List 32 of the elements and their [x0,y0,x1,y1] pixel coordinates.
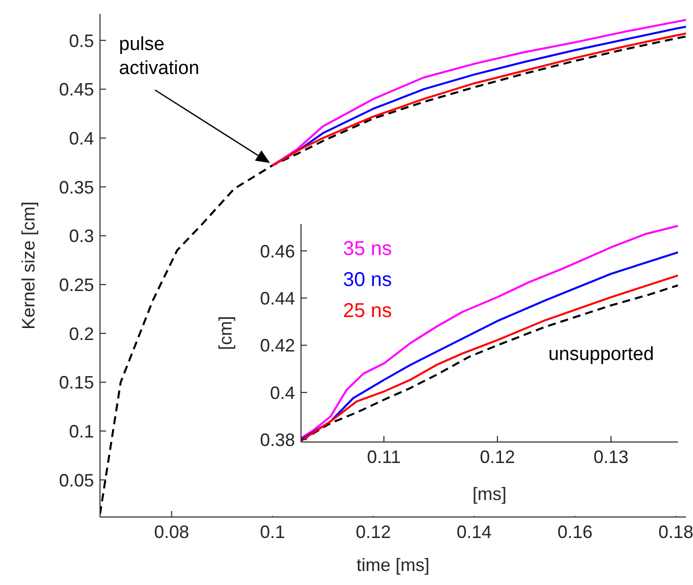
text: 35 ns [343,238,392,260]
x-tick-label: 0.14 [456,522,492,542]
y-tick-label: 0.44 [260,288,295,308]
y-tick-label: 0.4 [270,382,295,403]
x-tick-label: 0.18 [658,522,693,542]
x-axis-title: [ms] [472,484,506,504]
x-tick-label: 0.13 [593,446,629,467]
y-tick-label: 0.38 [260,430,295,450]
text: 30 ns [343,269,392,291]
y-axis-title: Kernel size [cm] [18,201,38,330]
x-tick-label: 0.12 [480,446,515,467]
x-tick-label: 0.08 [154,522,190,542]
y-tick-label: 0.4 [68,128,94,148]
x-tick-label: 0.12 [356,522,391,542]
annotation: pulse activation [119,34,200,79]
y-tick-label: 0.1 [68,421,94,442]
y-tick-label: 0.2 [68,324,94,344]
y-tick-label: 0.5 [68,30,94,51]
y-tick-label: 0.05 [58,470,94,490]
y-tick-label: 0.45 [58,80,94,100]
y-axis-title: [cm] [215,316,236,350]
y-tick-label: 0.46 [260,241,295,262]
y-tick-label: 0.42 [260,336,295,356]
y-tick-label: 0.35 [58,177,94,198]
annotation: unsupported [548,344,654,365]
text: 25 ns [343,300,392,322]
x-tick-label: 0.11 [367,446,401,467]
y-tick-label: 0.15 [58,372,94,393]
y-tick-label: 0.25 [58,274,94,295]
y-tick-label: 0.3 [68,226,94,246]
x-axis-title: time [ms] [356,555,430,575]
x-tick-label: 0.16 [558,522,593,542]
